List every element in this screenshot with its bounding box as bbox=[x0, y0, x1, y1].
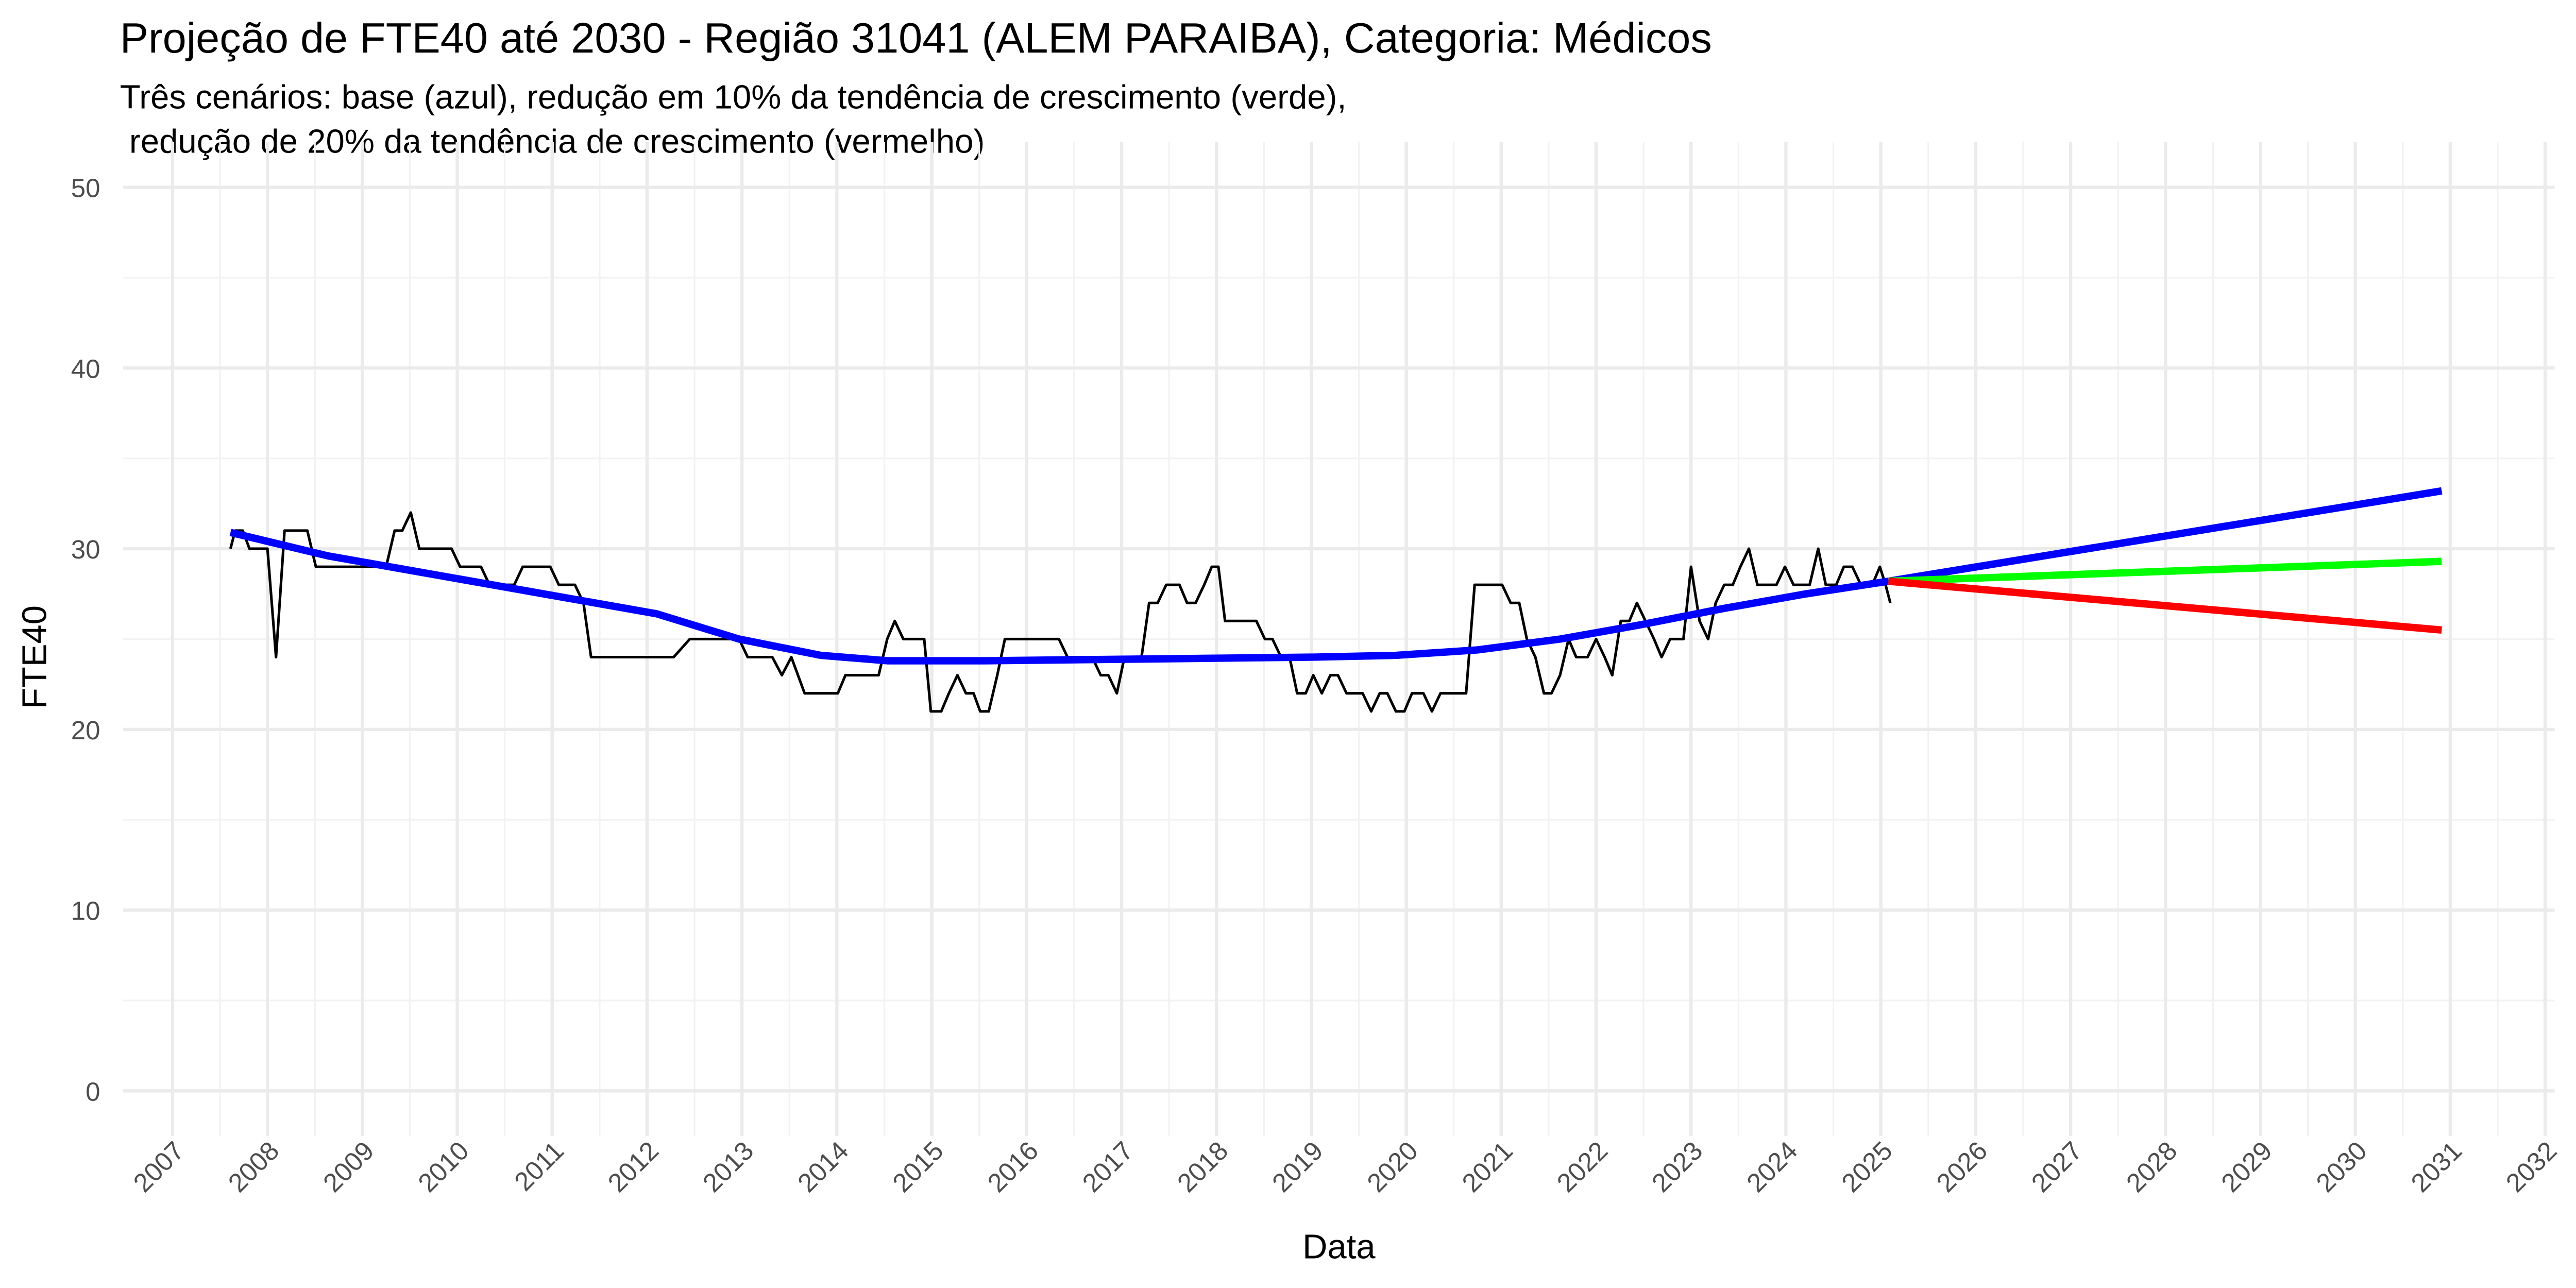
data-line bbox=[1888, 578, 2442, 634]
y-tick-label: 20 bbox=[71, 716, 100, 745]
x-axis-title: Data bbox=[1302, 1228, 1376, 1266]
x-tick-label: 2016 bbox=[982, 1136, 1044, 1198]
x-tick-label: 2026 bbox=[1931, 1136, 1993, 1198]
x-tick-label: 2019 bbox=[1266, 1136, 1329, 1198]
x-tick-label: 2011 bbox=[509, 1136, 569, 1196]
y-tick-label: 30 bbox=[71, 535, 100, 564]
x-tick-label: 2008 bbox=[223, 1136, 285, 1198]
x-tick-label: 2025 bbox=[1836, 1136, 1898, 1198]
x-tick-label: 2023 bbox=[1646, 1136, 1708, 1198]
x-tick-label: 2021 bbox=[1456, 1136, 1519, 1198]
x-tick-label: 2031 bbox=[2405, 1136, 2468, 1198]
y-tick-label: 50 bbox=[71, 174, 100, 203]
x-tick-label: 2024 bbox=[1741, 1136, 1803, 1198]
x-tick-label: 2028 bbox=[2121, 1136, 2183, 1198]
x-tick-label: 2022 bbox=[1551, 1136, 1614, 1198]
x-tick-label: 2013 bbox=[697, 1136, 759, 1198]
data-line bbox=[1888, 557, 2442, 585]
grid bbox=[123, 142, 2555, 1137]
x-tick-label: 2014 bbox=[792, 1136, 854, 1198]
chart-title: Projeção de FTE40 até 2030 - Região 3104… bbox=[120, 14, 1712, 62]
y-tick-label: 10 bbox=[71, 896, 100, 926]
x-tick-label: 2010 bbox=[412, 1136, 474, 1198]
x-tick-label: 2030 bbox=[2310, 1136, 2372, 1198]
x-tick-label: 2012 bbox=[602, 1136, 665, 1198]
y-tick-label: 0 bbox=[86, 1077, 100, 1106]
plot-lines bbox=[229, 487, 2443, 713]
y-axis-title: FTE40 bbox=[15, 605, 54, 709]
chart-subtitle: Três cenários: base (azul), redução em 1… bbox=[120, 78, 1347, 115]
data-line bbox=[229, 487, 2443, 665]
y-tick-label: 40 bbox=[71, 354, 100, 383]
x-tick-label: 2015 bbox=[887, 1136, 949, 1198]
data-line bbox=[229, 511, 1892, 713]
x-tick-label: 2009 bbox=[317, 1136, 380, 1198]
x-tick-label: 2007 bbox=[128, 1136, 190, 1198]
x-tick-label: 2029 bbox=[2215, 1136, 2278, 1198]
x-tick-label: 2018 bbox=[1172, 1136, 1234, 1198]
x-tick-label: 2020 bbox=[1361, 1136, 1423, 1198]
x-tick-label: 2027 bbox=[2026, 1136, 2088, 1198]
x-tick-label: 2032 bbox=[2500, 1136, 2563, 1198]
x-tick-label: 2017 bbox=[1077, 1136, 1139, 1198]
